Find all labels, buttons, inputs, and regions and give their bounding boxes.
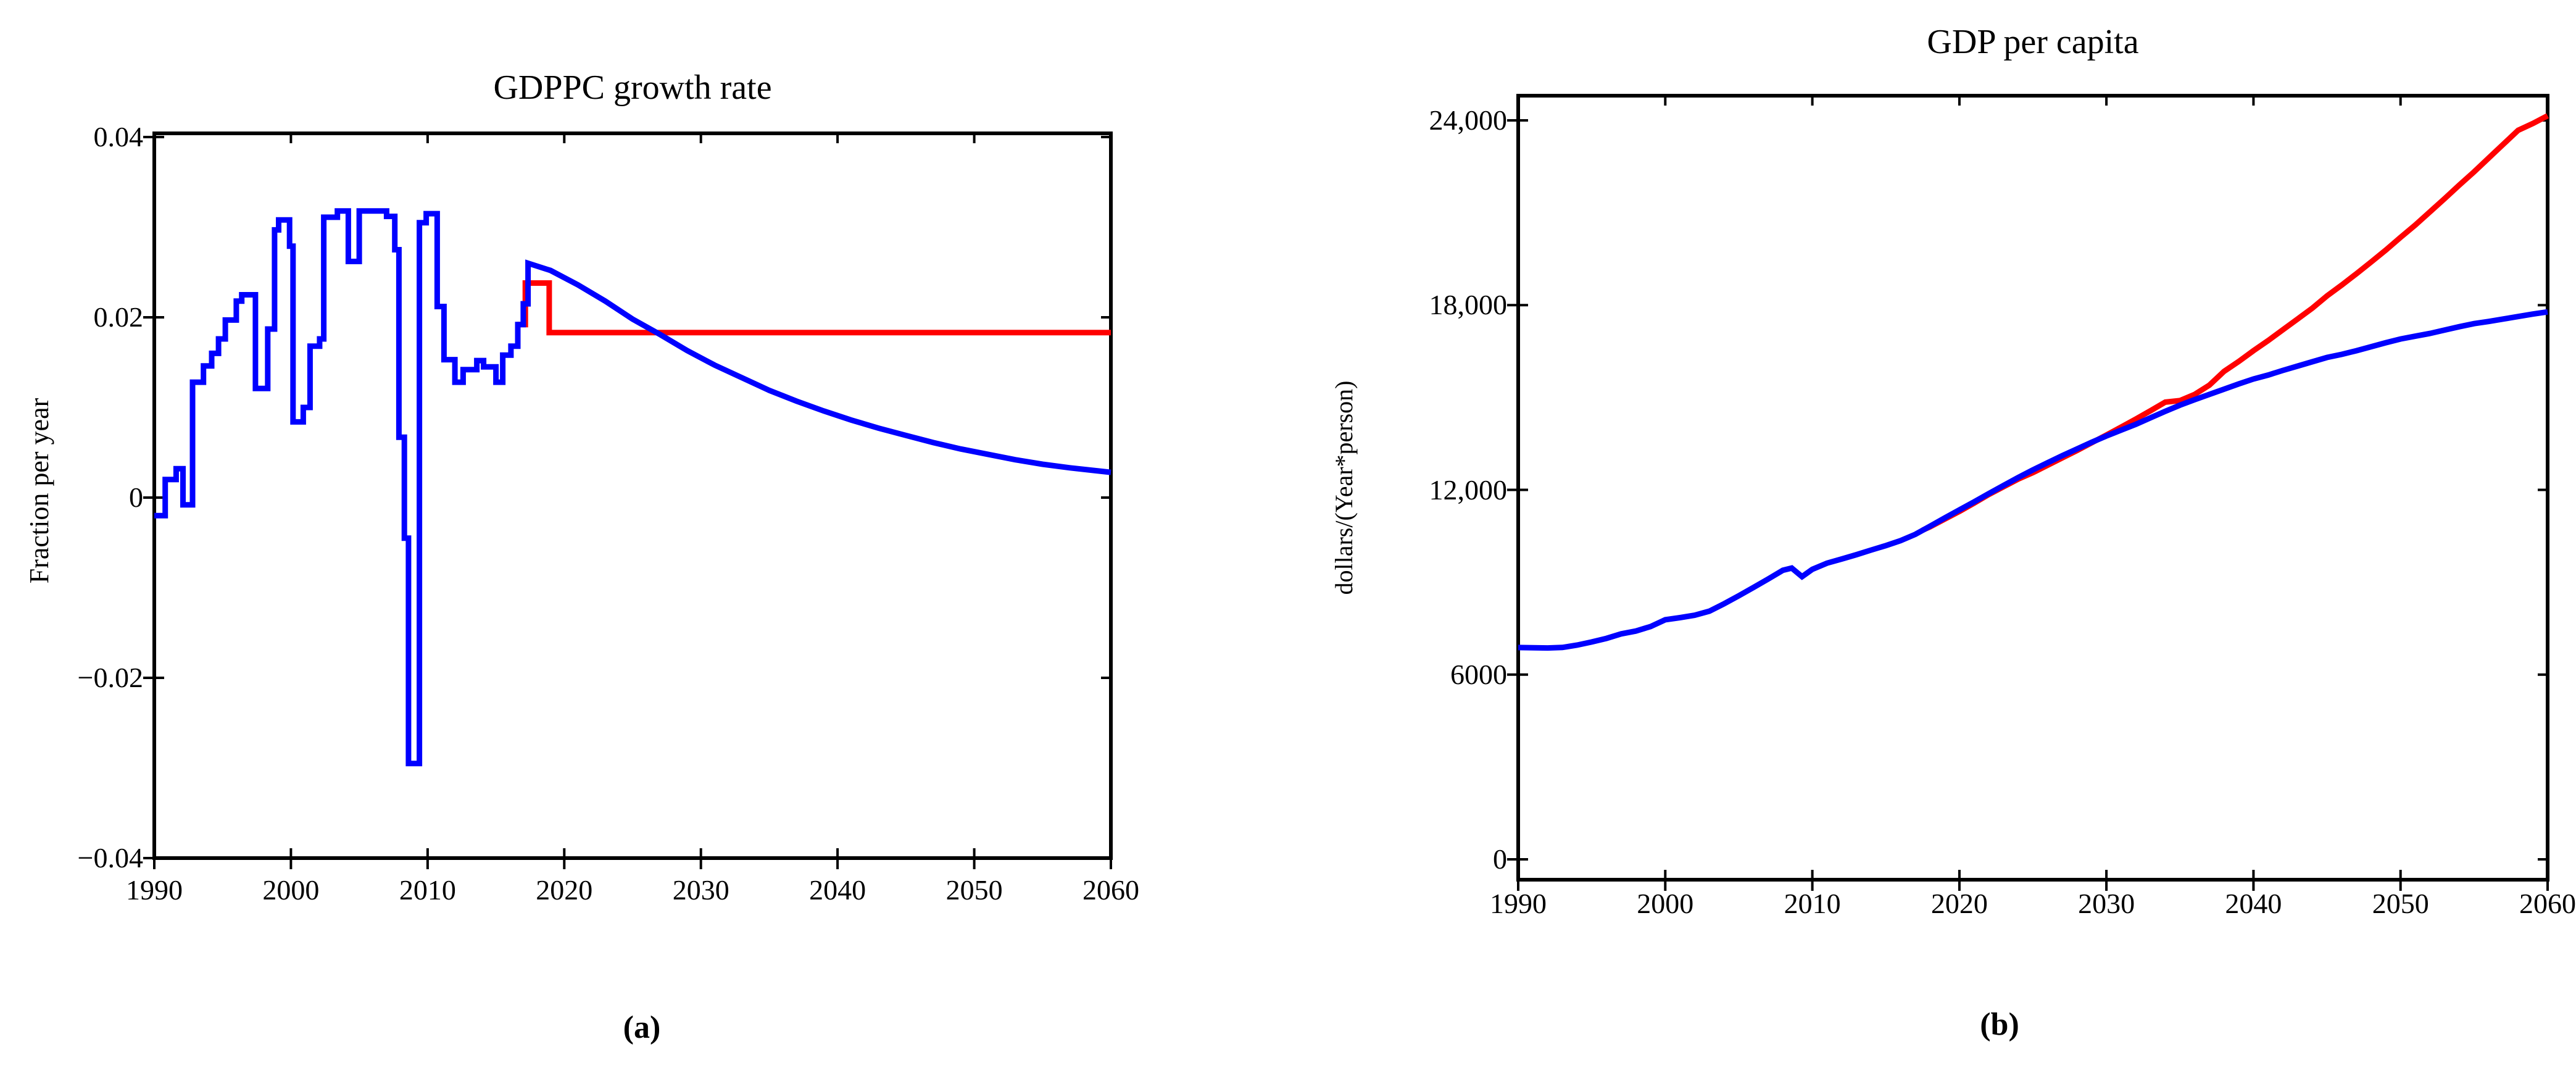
chart-b-plot-border	[1516, 94, 2549, 882]
chart-a-xtick-label-2050: 2050	[945, 874, 1003, 906]
chart-a-xtick-label-2020: 2020	[536, 874, 593, 906]
chart-b-xtick-label-2050: 2050	[2372, 888, 2429, 919]
chart-a-plot-border	[152, 131, 1113, 860]
chart-b-ytick-label-24,000: 24,000	[1429, 104, 1508, 136]
chart-b-xtick-label-1990: 1990	[1490, 888, 1547, 919]
chart-b-historical-and-base-projection-gdp-per-capita	[1518, 309, 2548, 651]
chart-b-title: GDP per capita	[1927, 23, 2139, 61]
chart-a-ytick-label-0.02: 0.02	[93, 301, 144, 333]
chart-b-xtick-label-2030: 2030	[2078, 888, 2135, 919]
chart-a-xtick-label-1990: 1990	[126, 874, 183, 906]
chart-b-xtick-label-2060: 2060	[2519, 888, 2576, 919]
chart-a-xtick-label-2030: 2030	[672, 874, 729, 906]
chart-b-ytick-label-6000: 6000	[1450, 658, 1507, 690]
chart-a-ytick-label-0.04: 0.04	[93, 121, 144, 152]
chart-a-xtick-label-2010: 2010	[399, 874, 456, 906]
chart-b-xtick-label-2000: 2000	[1637, 888, 1694, 919]
chart-a-scenario-growth-rate	[517, 280, 1111, 336]
chart-a-ytick-label-−0.02: −0.02	[77, 662, 143, 693]
chart-a-xtick-label-2060: 2060	[1082, 874, 1139, 906]
chart-b-y-axis-label: dollars/(Year*person)	[1330, 380, 1358, 595]
chart-a-y-axis-label: Fraction per year	[24, 398, 54, 584]
chart-b-xtick-label-2010: 2010	[1784, 888, 1841, 919]
chart-b-ytick-label-0: 0	[1493, 843, 1507, 875]
chart-a-caption: (a)	[623, 1010, 661, 1045]
chart-a-historical-and-base-projection-growth-rate	[154, 208, 1111, 767]
chart-b-xtick-label-2040: 2040	[2225, 888, 2282, 919]
chart-b-scenario-gdp-per-capita	[1921, 113, 2549, 533]
chart-a-title: GDPPC growth rate	[493, 69, 772, 107]
chart-a-ytick-label-−0.04: −0.04	[77, 842, 143, 874]
chart-b-xtick-label-2020: 2020	[1930, 888, 1988, 919]
chart-b-ytick-label-12,000: 12,000	[1429, 474, 1508, 506]
chart-b-ytick-label-18,000: 18,000	[1429, 289, 1508, 321]
chart-a-xtick-label-2000: 2000	[262, 874, 320, 906]
chart-b-caption: (b)	[1980, 1007, 2019, 1042]
chart-a-xtick-label-2040: 2040	[809, 874, 866, 906]
chart-a-ytick-label-0: 0	[129, 482, 143, 513]
